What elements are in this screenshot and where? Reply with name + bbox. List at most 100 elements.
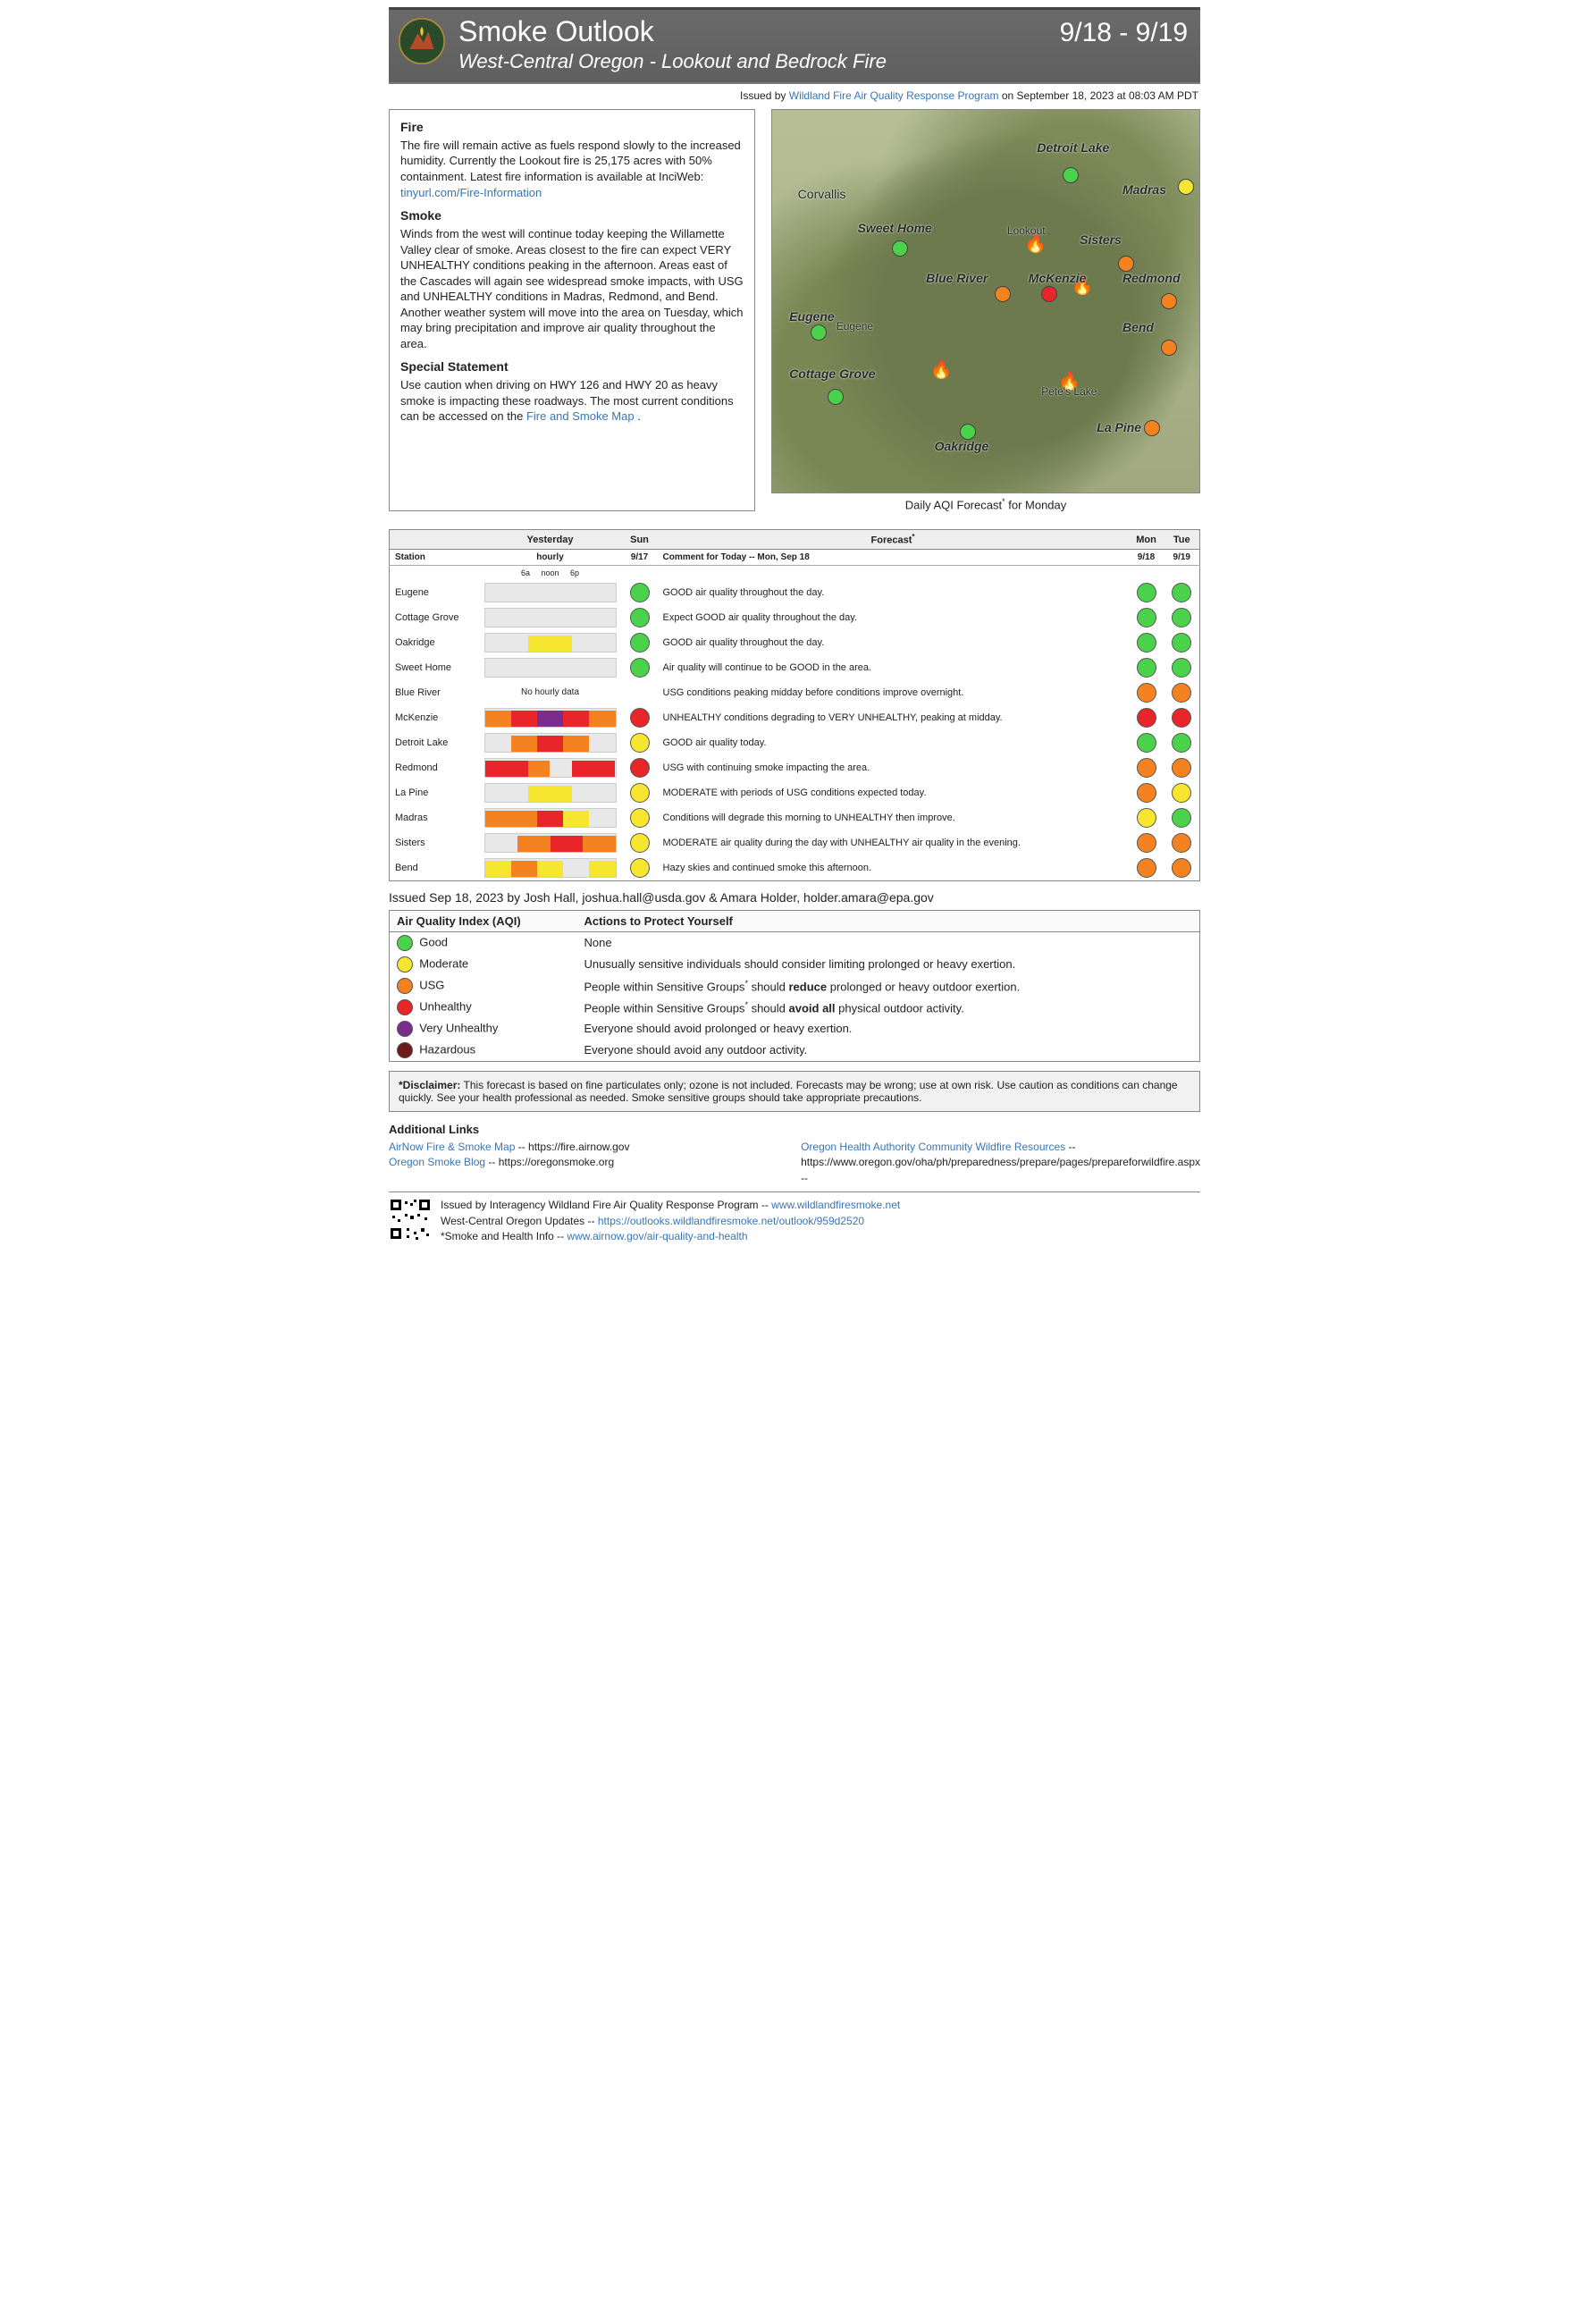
aqi-dot	[1137, 833, 1156, 853]
additional-link[interactable]: Oregon Health Authority Community Wildfi…	[801, 1141, 1065, 1153]
footer-link-updates[interactable]: https://outlooks.wildlandfiresmoke.net/o…	[598, 1215, 864, 1227]
map-city-label: La Pine	[1097, 420, 1141, 434]
map-aqi-dot	[1041, 286, 1057, 302]
forecast-comment: UNHEALTHY conditions degrading to VERY U…	[658, 705, 1129, 730]
aqi-dot	[1172, 683, 1191, 703]
aqi-dot	[630, 783, 650, 803]
legend-row: UnhealthyPeople within Sensitive Groups*…	[390, 997, 1200, 1018]
hourly-strip	[484, 608, 617, 627]
aqi-dot	[1137, 708, 1156, 728]
issued-by: Issued Sep 18, 2023 by Josh Hall, joshua…	[389, 890, 1200, 905]
aqi-dot	[397, 1021, 413, 1037]
aqi-dot	[1137, 583, 1156, 602]
map-aqi-dot	[892, 240, 908, 257]
table-row: Redmond USG with continuing smoke impacti…	[390, 755, 1200, 780]
aqi-dot	[1137, 808, 1156, 828]
aqi-dot	[1172, 758, 1191, 778]
station-name: Oakridge	[390, 630, 479, 655]
table-row: Oakridge GOOD air quality throughout the …	[390, 630, 1200, 655]
aqi-dot	[630, 708, 650, 728]
station-name: Redmond	[390, 755, 479, 780]
aqi-dot	[630, 733, 650, 753]
forecast-comment: GOOD air quality throughout the day.	[658, 580, 1129, 605]
table-row: EugeneGOOD air quality throughout the da…	[390, 580, 1200, 605]
forecast-comment: Conditions will degrade this morning to …	[658, 805, 1129, 830]
disclaimer-box: *Disclaimer: This forecast is based on f…	[389, 1071, 1200, 1112]
legend-row: Hazardous Everyone should avoid any outdo…	[390, 1040, 1200, 1062]
hourly-strip	[484, 758, 617, 778]
fire-info-link[interactable]: tinyurl.com/Fire-Information	[400, 186, 542, 199]
legend-row: USGPeople within Sensitive Groups* shoul…	[390, 975, 1200, 997]
region-subtitle: West-Central Oregon - Lookout and Bedroc…	[401, 50, 1188, 73]
aqi-action: Unusually sensitive individuals should c…	[577, 954, 1200, 975]
forecast-comment: USG with continuing smoke impacting the …	[658, 755, 1129, 780]
aqi-action: Everyone should avoid prolonged or heavy…	[577, 1018, 1200, 1040]
aqi-dot	[397, 978, 413, 994]
hourly-strip	[484, 833, 617, 853]
footer: Issued by Interagency Wildland Fire Air …	[389, 1198, 1200, 1244]
qr-code-icon	[389, 1198, 432, 1241]
aqi-dot	[630, 833, 650, 853]
smoke-map-link[interactable]: Fire and Smoke Map	[526, 409, 635, 423]
smoke-body: Winds from the west will continue today …	[400, 226, 744, 351]
map-city-label: Cottage Grove	[789, 366, 875, 381]
map-city-label: Sweet Home	[858, 221, 932, 235]
footer-link-health[interactable]: www.airnow.gov/air-quality-and-health	[567, 1230, 747, 1242]
aqi-dot	[397, 935, 413, 951]
legend-row: ModerateUnusually sensitive individuals …	[390, 954, 1200, 975]
header-bar: Smoke Outlook 9/18 - 9/19 West-Central O…	[389, 7, 1200, 84]
forecast-comment: GOOD air quality throughout the day.	[658, 630, 1129, 655]
table-row: Cottage GroveExpect GOOD air quality thr…	[390, 605, 1200, 630]
aqi-dot	[1172, 833, 1191, 853]
aqi-forecast-map: 🔥🔥🔥🔥Detroit LakeCorvallisMadrasSweet Hom…	[771, 109, 1200, 493]
station-name: Bend	[390, 855, 479, 881]
aqi-dot	[1172, 783, 1191, 803]
aqi-dot	[1172, 608, 1191, 627]
table-row: Detroit LakeGOOD air quality today.	[390, 730, 1200, 755]
fire-heading: Fire	[400, 119, 744, 136]
aqi-level-name: Hazardous	[419, 1042, 475, 1056]
forecast-comment: Air quality will continue to be GOOD in …	[658, 655, 1129, 680]
aqi-dot	[397, 1042, 413, 1058]
aqi-dot	[630, 858, 650, 878]
hourly-strip	[484, 808, 617, 828]
station-name: Cottage Grove	[390, 605, 479, 630]
map-caption: Daily AQI Forecast* for Monday	[771, 497, 1200, 511]
map-city-label: Redmond	[1122, 271, 1181, 285]
forecast-comment: Hazy skies and continued smoke this afte…	[658, 855, 1129, 881]
map-city-label: Madras	[1122, 182, 1166, 197]
no-hourly-label: No hourly data	[484, 687, 617, 697]
additional-links: Additional Links AirNow Fire & Smoke Map…	[389, 1123, 1200, 1192]
additional-link[interactable]: Oregon Smoke Blog	[389, 1156, 485, 1168]
aqi-dot	[1172, 733, 1191, 753]
aqi-dot	[1172, 858, 1191, 878]
date-range: 9/18 - 9/19	[1060, 18, 1188, 48]
forecast-comment: GOOD air quality today.	[658, 730, 1129, 755]
table-row: Blue RiverNo hourly dataUSG conditions p…	[390, 680, 1200, 705]
aqi-dot	[1172, 708, 1191, 728]
aqi-dot	[1137, 858, 1156, 878]
aqi-action: Everyone should avoid any outdoor activi…	[577, 1040, 1200, 1062]
aqi-dot	[1137, 608, 1156, 627]
narrative-box: Fire The fire will remain active as fuel…	[389, 109, 755, 511]
aqi-level-name: Very Unhealthy	[419, 1021, 498, 1034]
aqi-dot	[1172, 583, 1191, 602]
aqi-dot	[1137, 733, 1156, 753]
legend-row: Very Unhealthy Everyone should avoid prol…	[390, 1018, 1200, 1040]
table-row: McKenzieUNHEALTHY conditions degrading t…	[390, 705, 1200, 730]
aqi-dot	[1172, 658, 1191, 678]
aqi-dot	[630, 608, 650, 627]
map-city-label: Oakridge	[935, 439, 989, 453]
aqi-dot	[630, 633, 650, 653]
map-city-label: Eugene	[837, 320, 873, 333]
station-name: Sweet Home	[390, 655, 479, 680]
table-row: SistersMODERATE air quality during the d…	[390, 830, 1200, 855]
footer-link-program[interactable]: www.wildlandfiresmoke.net	[771, 1199, 900, 1211]
hourly-strip	[484, 858, 617, 878]
issued-line: Issued by Wildland Fire Air Quality Resp…	[391, 89, 1198, 102]
additional-link[interactable]: AirNow Fire & Smoke Map	[389, 1141, 515, 1153]
aqi-level-name: Good	[419, 935, 448, 948]
aqi-action: People within Sensitive Groups* should r…	[577, 975, 1200, 997]
map-aqi-dot	[1161, 340, 1177, 356]
program-link[interactable]: Wildland Fire Air Quality Response Progr…	[789, 89, 999, 102]
